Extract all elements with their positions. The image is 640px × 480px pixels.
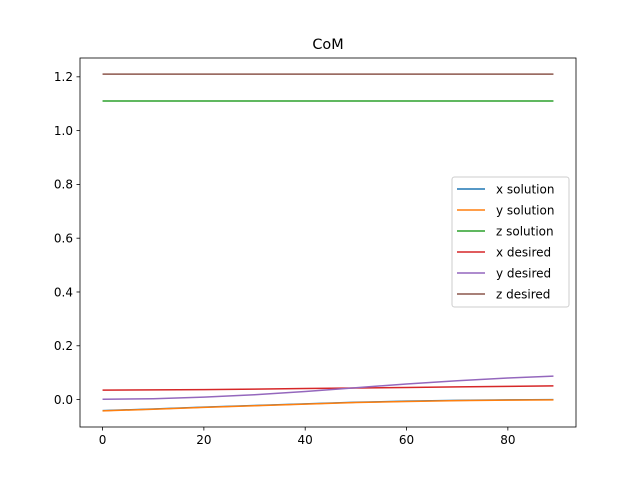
y-tick-label: 0.8 xyxy=(54,178,73,192)
x-tick-label: 20 xyxy=(196,433,211,447)
y-tick-label: 0.4 xyxy=(54,285,73,299)
legend-label: y desired xyxy=(496,266,551,280)
legend-label: y solution xyxy=(496,203,554,217)
x-tick-label: 40 xyxy=(298,433,313,447)
y-tick-label: 0.0 xyxy=(54,393,73,407)
series-line-y-desired xyxy=(102,375,554,401)
plot-frame xyxy=(79,57,577,428)
legend-label: z solution xyxy=(496,224,554,238)
chart-title: CoM xyxy=(312,37,343,53)
series-layer xyxy=(102,73,554,412)
legend-label: z desired xyxy=(496,287,550,301)
y-tick-label: 1.2 xyxy=(54,70,73,84)
y-tick-label: 1.0 xyxy=(54,124,73,138)
ticks-layer: 0 20 40 60 80 0.0 0.2 0.4 0.6 0.8 1.0 1.2 xyxy=(54,70,516,447)
x-tick-label: 80 xyxy=(500,433,515,447)
y-tick-label: 0.2 xyxy=(54,339,73,353)
y-tick-label: 0.6 xyxy=(54,231,73,245)
series-line-x-desired xyxy=(102,385,554,391)
legend-label: x desired xyxy=(496,245,551,259)
legend: x solution y solution z solution x desired y… xyxy=(451,176,570,308)
x-tick-label: 60 xyxy=(399,433,414,447)
legend-label: x solution xyxy=(496,182,554,196)
series-line-y-solution xyxy=(102,399,554,412)
x-tick-label: 0 xyxy=(99,433,107,447)
